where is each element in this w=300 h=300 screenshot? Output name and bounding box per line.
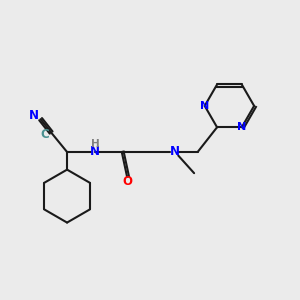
Text: N: N (200, 101, 209, 111)
Text: N: N (237, 122, 246, 132)
Text: O: O (122, 176, 132, 188)
Text: N: N (170, 146, 180, 158)
Text: N: N (90, 146, 100, 158)
Text: H: H (91, 139, 100, 149)
Text: N: N (29, 109, 39, 122)
Text: C: C (40, 128, 49, 141)
